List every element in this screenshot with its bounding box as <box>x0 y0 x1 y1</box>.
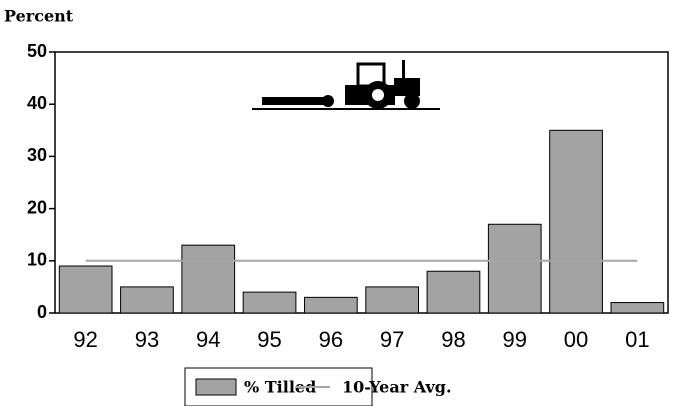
x-tick-label: 93 <box>135 327 159 352</box>
bar <box>365 286 420 314</box>
x-tick-label: 98 <box>441 327 465 352</box>
y-axis-label: Percent <box>4 7 74 26</box>
bar <box>181 244 236 314</box>
legend-label: % Tilled <box>244 378 316 397</box>
legend-box <box>184 367 373 406</box>
y-tick-label: 40 <box>27 93 47 113</box>
legend-label: 10-Year Avg. <box>342 378 452 397</box>
tractor-illustration <box>252 60 440 110</box>
plot-frame <box>54 51 669 314</box>
legend-swatch <box>195 378 237 396</box>
bar <box>426 270 481 314</box>
y-tick-label: 10 <box>27 250 47 270</box>
y-tick-label: 50 <box>27 41 47 61</box>
bar <box>487 223 542 314</box>
bar <box>549 129 603 314</box>
x-tick-label: 97 <box>380 327 404 352</box>
bar <box>242 291 297 314</box>
bar <box>610 302 665 314</box>
x-tick-label: 01 <box>625 327 649 352</box>
x-tick-label: 00 <box>564 327 588 352</box>
x-tick-label: 95 <box>257 327 281 352</box>
y-tick-label: 20 <box>27 197 47 217</box>
bar <box>303 296 358 314</box>
x-tick-label: 96 <box>319 327 343 352</box>
y-tick-label: 0 <box>37 302 47 322</box>
x-tick-label: 99 <box>503 327 527 352</box>
x-tick-label: 92 <box>73 327 97 352</box>
bar <box>58 265 113 314</box>
bar <box>120 286 174 314</box>
x-tick-label: 94 <box>196 327 220 352</box>
y-tick-label: 30 <box>27 145 47 165</box>
